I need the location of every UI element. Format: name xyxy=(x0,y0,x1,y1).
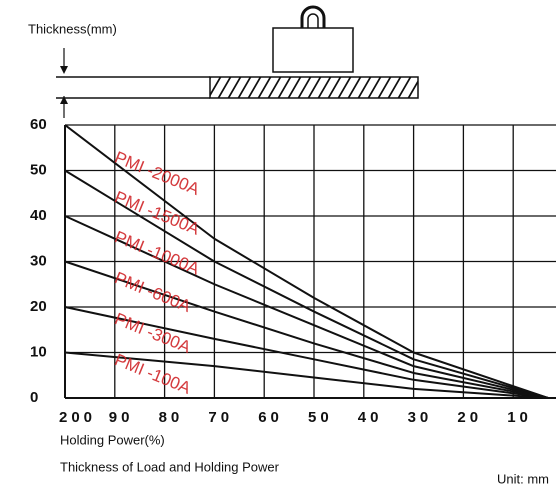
y-tick-label: 10 xyxy=(30,343,47,360)
x-tick-label: 40 xyxy=(358,409,383,426)
magnet-diagram: Thickness(mm) xyxy=(28,5,419,118)
x-tick-label: 90 xyxy=(109,409,134,426)
chart-title: Thickness of Load and Holding Power xyxy=(60,459,280,474)
series-line xyxy=(64,306,549,399)
series-line xyxy=(64,169,549,399)
x-tick-label: 20 xyxy=(457,409,482,426)
x-tick-label: 60 xyxy=(258,409,283,426)
y-tick-label: 60 xyxy=(30,116,47,133)
series-label: PMI -100A xyxy=(112,350,194,398)
x-tick-label: 70 xyxy=(208,409,233,426)
series-label: PMI -600A xyxy=(112,268,194,316)
series-line xyxy=(64,124,549,399)
y-tick-label: 30 xyxy=(30,252,47,269)
x-axis-label: Holding Power(%) xyxy=(60,432,165,447)
series-line xyxy=(64,215,549,399)
x-tick-label: 80 xyxy=(159,409,184,426)
y-tick-label: 40 xyxy=(30,207,47,224)
diagram-label: Thickness(mm) xyxy=(28,21,117,36)
y-tick-label: 20 xyxy=(30,298,47,315)
y-tick-label: 50 xyxy=(30,161,47,178)
x-tick-label: 30 xyxy=(408,409,433,426)
series-line xyxy=(64,260,549,399)
unit-label: Unit: mm xyxy=(497,471,549,486)
series-label: PMI -300A xyxy=(112,309,194,357)
x-tick-label: 50 xyxy=(308,409,333,426)
y-tick-label: 0 xyxy=(30,389,38,406)
x-tick-label: 200 xyxy=(59,409,96,426)
series-line xyxy=(64,351,549,399)
x-tick-label: 10 xyxy=(507,409,532,426)
